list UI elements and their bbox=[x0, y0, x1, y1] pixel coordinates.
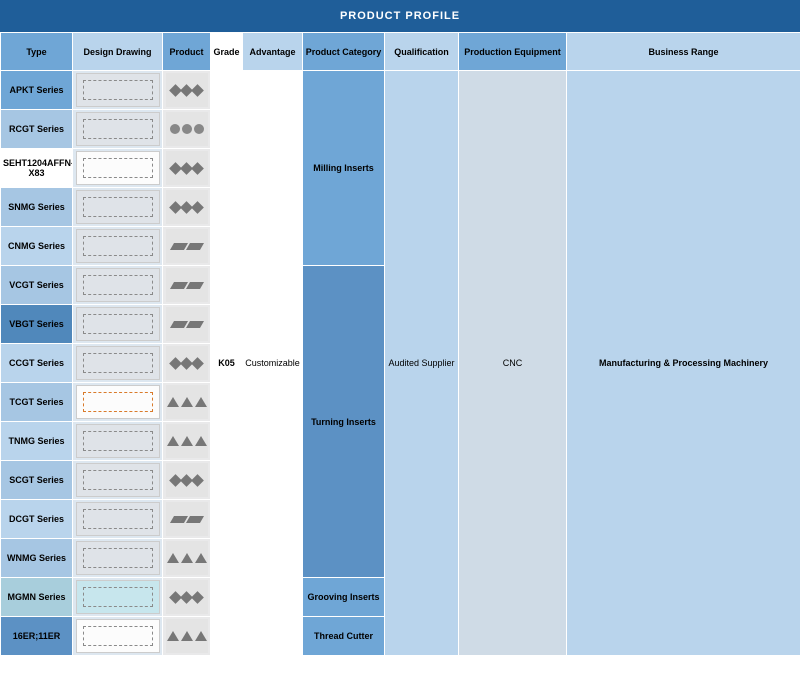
category-cell: Turning Inserts bbox=[303, 266, 385, 578]
header-row: Type Design Drawing Product Grade Advant… bbox=[1, 33, 800, 71]
type-cell: APKT Series bbox=[1, 71, 73, 110]
type-cell: WNMG Series bbox=[1, 539, 73, 578]
col-product: Product bbox=[163, 33, 211, 71]
page-title: PRODUCT PROFILE bbox=[0, 0, 800, 32]
product-cell bbox=[163, 188, 211, 227]
product-cell bbox=[163, 149, 211, 188]
drawing-cell bbox=[73, 305, 163, 344]
product-cell bbox=[163, 422, 211, 461]
category-cell: Milling Inserts bbox=[303, 71, 385, 266]
drawing-cell bbox=[73, 539, 163, 578]
type-cell: 16ER;11ER bbox=[1, 617, 73, 656]
type-cell: SEHT1204AFFN-X83 bbox=[1, 149, 73, 188]
col-advantage: Advantage bbox=[243, 33, 303, 71]
qualification-cell: Audited Supplier bbox=[385, 71, 459, 656]
type-cell: TNMG Series bbox=[1, 422, 73, 461]
drawing-cell bbox=[73, 578, 163, 617]
col-equipment: Production Equipment bbox=[459, 33, 567, 71]
product-cell bbox=[163, 617, 211, 656]
advantage-cell: Customizable bbox=[243, 71, 303, 656]
equipment-cell: CNC bbox=[459, 71, 567, 656]
type-cell: DCGT Series bbox=[1, 500, 73, 539]
type-cell: SNMG Series bbox=[1, 188, 73, 227]
drawing-cell bbox=[73, 422, 163, 461]
col-category: Product Category bbox=[303, 33, 385, 71]
drawing-cell bbox=[73, 110, 163, 149]
col-grade: Grade bbox=[211, 33, 243, 71]
category-cell: Thread Cutter bbox=[303, 617, 385, 656]
drawing-cell bbox=[73, 344, 163, 383]
type-cell: TCGT Series bbox=[1, 383, 73, 422]
product-table: Type Design Drawing Product Grade Advant… bbox=[0, 32, 800, 656]
type-cell: RCGT Series bbox=[1, 110, 73, 149]
col-range: Business Range bbox=[567, 33, 800, 71]
product-cell bbox=[163, 110, 211, 149]
table-row: APKT SeriesK05CustomizableMilling Insert… bbox=[1, 71, 800, 110]
product-cell bbox=[163, 539, 211, 578]
product-cell bbox=[163, 383, 211, 422]
drawing-cell bbox=[73, 617, 163, 656]
product-cell bbox=[163, 500, 211, 539]
product-cell bbox=[163, 71, 211, 110]
drawing-cell bbox=[73, 188, 163, 227]
product-cell bbox=[163, 305, 211, 344]
col-qualification: Qualification bbox=[385, 33, 459, 71]
product-cell bbox=[163, 461, 211, 500]
product-cell bbox=[163, 578, 211, 617]
type-cell: CNMG Series bbox=[1, 227, 73, 266]
type-cell: SCGT Series bbox=[1, 461, 73, 500]
drawing-cell bbox=[73, 383, 163, 422]
product-cell bbox=[163, 266, 211, 305]
col-type: Type bbox=[1, 33, 73, 71]
drawing-cell bbox=[73, 149, 163, 188]
drawing-cell bbox=[73, 266, 163, 305]
type-cell: VBGT Series bbox=[1, 305, 73, 344]
drawing-cell bbox=[73, 500, 163, 539]
range-cell: Manufacturing & Processing Machinery bbox=[567, 71, 800, 656]
col-drawing: Design Drawing bbox=[73, 33, 163, 71]
type-cell: MGMN Series bbox=[1, 578, 73, 617]
drawing-cell bbox=[73, 71, 163, 110]
grade-cell: K05 bbox=[211, 71, 243, 656]
drawing-cell bbox=[73, 227, 163, 266]
category-cell: Grooving Inserts bbox=[303, 578, 385, 617]
product-cell bbox=[163, 227, 211, 266]
type-cell: VCGT Series bbox=[1, 266, 73, 305]
type-cell: CCGT Series bbox=[1, 344, 73, 383]
product-cell bbox=[163, 344, 211, 383]
drawing-cell bbox=[73, 461, 163, 500]
